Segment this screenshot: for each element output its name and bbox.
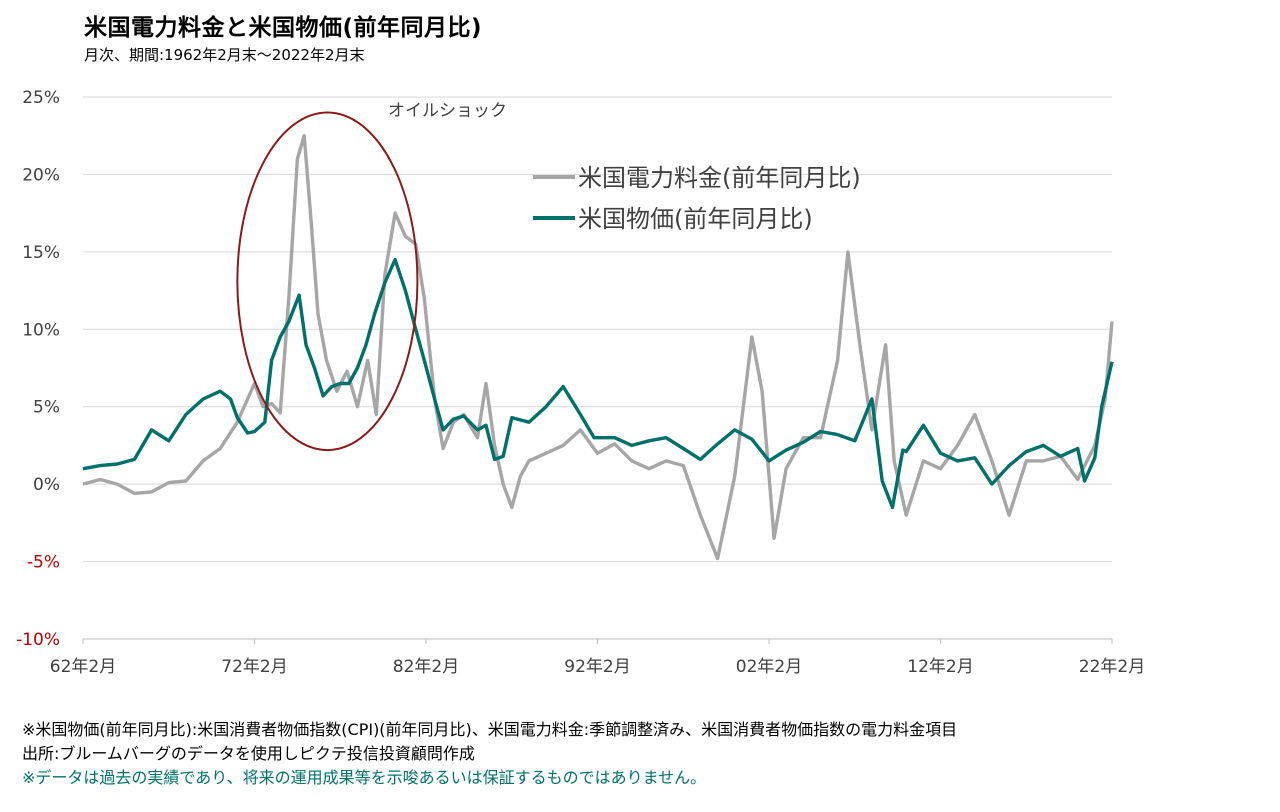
legend: 米国電力料金(前年同月比) 米国物価(前年同月比) bbox=[533, 164, 861, 233]
electricity-series-line bbox=[82, 134, 1114, 561]
legend-cpi: 米国物価(前年同月比) bbox=[533, 205, 813, 233]
chart-subtitle: 月次、期間:1962年2月末〜2022年2月末 bbox=[84, 46, 365, 64]
y-tick-label: -10% bbox=[16, 630, 60, 650]
footnotes: ※米国物価(前年同月比):米国消費者物価指数(CPI)(前年同月比)、米国電力料… bbox=[22, 718, 957, 790]
series-lines bbox=[82, 134, 1114, 561]
footnote-source: 出所:ブルームバーグのデータを使用しピクテ投信投資顧問作成 bbox=[22, 744, 475, 763]
line-chart: 25% 20% 15% 10% 5% 0% -5% -10% 62年2月 72年2月 82年2月 9… bbox=[16, 88, 1145, 677]
x-tick-label: 72年2月 bbox=[221, 657, 287, 677]
footnote-definition: ※米国物価(前年同月比):米国消費者物価指数(CPI)(前年同月比)、米国電力料… bbox=[22, 720, 958, 739]
oil-shock-ellipse bbox=[236, 111, 419, 452]
legend-electricity: 米国電力料金(前年同月比) bbox=[533, 164, 861, 192]
x-tick-label: 22年2月 bbox=[1079, 657, 1145, 677]
y-tick-label: -5% bbox=[27, 553, 60, 573]
legend-label: 米国電力料金(前年同月比) bbox=[578, 164, 861, 192]
legend-label: 米国物価(前年同月比) bbox=[578, 205, 813, 233]
y-tick-label: 20% bbox=[22, 165, 60, 185]
y-tick-label: 10% bbox=[22, 320, 60, 340]
footnote-disclaimer: ※データは過去の実績であり、将来の運用成果等を示唆あるいは保証するものではありま… bbox=[22, 768, 707, 787]
y-tick-label: 25% bbox=[22, 88, 60, 108]
cpi-series-line bbox=[82, 257, 1114, 510]
y-tick-label: 5% bbox=[33, 398, 60, 418]
x-tick-label: 92年2月 bbox=[564, 657, 630, 677]
chart-title: 米国電力料金と米国物価(前年同月比) bbox=[84, 15, 483, 41]
x-tick-label: 62年2月 bbox=[50, 657, 116, 677]
annotation: オイルショック bbox=[236, 101, 507, 452]
y-tick-label: 15% bbox=[22, 243, 60, 263]
x-tick-label: 02年2月 bbox=[736, 657, 802, 677]
x-axis-ticks: 62年2月 72年2月 82年2月 92年2月 02年2月 12年2月 22年2月 bbox=[50, 639, 1145, 677]
y-axis-ticks: 25% 20% 15% 10% 5% 0% -5% -10% bbox=[16, 88, 60, 650]
oil-shock-label: オイルショック bbox=[388, 101, 507, 121]
x-tick-label: 12年2月 bbox=[907, 657, 973, 677]
x-tick-label: 82年2月 bbox=[393, 657, 459, 677]
y-tick-label: 0% bbox=[33, 475, 60, 495]
